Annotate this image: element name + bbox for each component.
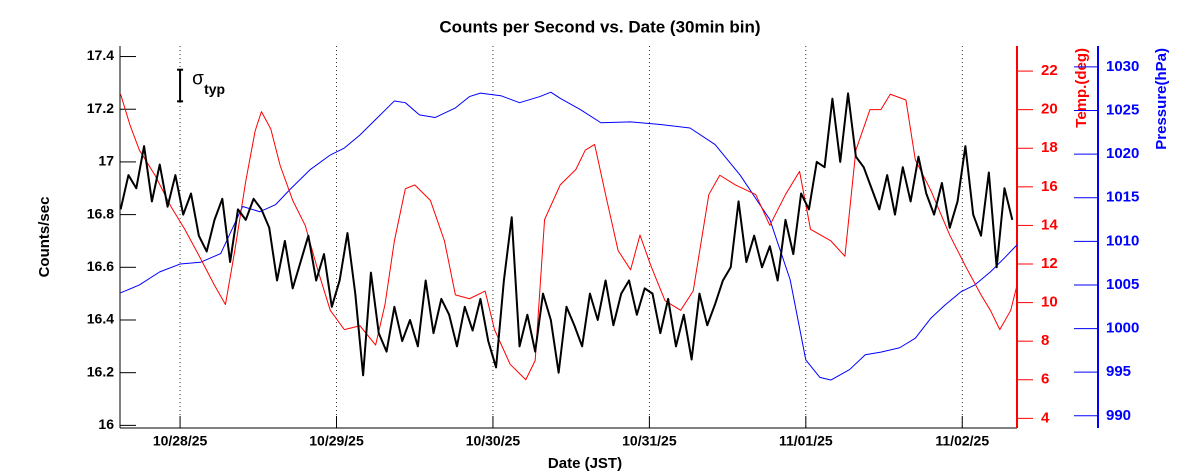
- y2-tick-label: 20: [1041, 101, 1058, 118]
- x-tick-label: 10/30/25: [466, 433, 521, 449]
- series-line: [120, 91, 1018, 381]
- y-tick-label: 16.8: [87, 205, 114, 221]
- y3-tick-label: 1010: [1106, 232, 1139, 249]
- y2-tick-label: 10: [1041, 294, 1058, 311]
- y-tick-label: 16.2: [87, 363, 114, 379]
- y2-tick-label: 8: [1041, 332, 1049, 349]
- sigma-subscript: typ: [204, 81, 225, 97]
- y-tick-label: 17.4: [87, 47, 114, 63]
- y3-tick-label: 1025: [1106, 102, 1139, 119]
- series-line: [119, 92, 1014, 377]
- x-tick-label: 10/31/25: [622, 433, 677, 449]
- sigma-label: σ: [192, 69, 204, 90]
- y-tick-label: 16: [98, 416, 114, 432]
- y2-tick-label: 14: [1041, 216, 1058, 233]
- x-axis-title: Date (JST): [548, 455, 622, 472]
- y3-tick-label: 1030: [1106, 58, 1139, 75]
- y3-axis-title: Pressure(hPa): [1153, 48, 1170, 150]
- y-tick-label: 16.6: [87, 258, 114, 274]
- x-tick-label: 11/01/25: [779, 433, 833, 449]
- series-line: [120, 93, 1018, 381]
- y2-tick-label: 4: [1041, 409, 1050, 426]
- y2-axis-title: Temp.(deg): [1073, 48, 1090, 128]
- y3-tick-label: 990: [1106, 407, 1131, 424]
- y3-tick-label: 1005: [1106, 276, 1139, 293]
- y-axis-title: Counts/sec: [36, 197, 53, 278]
- y2-tick-label: 18: [1041, 139, 1058, 156]
- x-tick-label: 10/29/25: [309, 433, 364, 449]
- y2-tick-label: 6: [1041, 371, 1049, 388]
- y3-tick-label: 1020: [1106, 145, 1139, 162]
- chart-title: Counts per Second vs. Date (30min bin): [439, 17, 760, 36]
- y-tick-label: 16.4: [87, 311, 114, 327]
- y3-tick-label: 995: [1106, 363, 1131, 380]
- x-tick-label: 10/28/25: [153, 433, 208, 449]
- y2-tick-label: 12: [1041, 255, 1058, 272]
- y2-tick-label: 16: [1041, 178, 1058, 195]
- y3-tick-label: 1015: [1106, 189, 1139, 206]
- x-tick-label: 11/02/25: [935, 433, 989, 449]
- y3-tick-label: 1000: [1106, 320, 1139, 337]
- y-tick-label: 17.2: [87, 100, 114, 116]
- y2-tick-label: 22: [1041, 62, 1058, 79]
- y-tick-label: 17: [98, 153, 114, 169]
